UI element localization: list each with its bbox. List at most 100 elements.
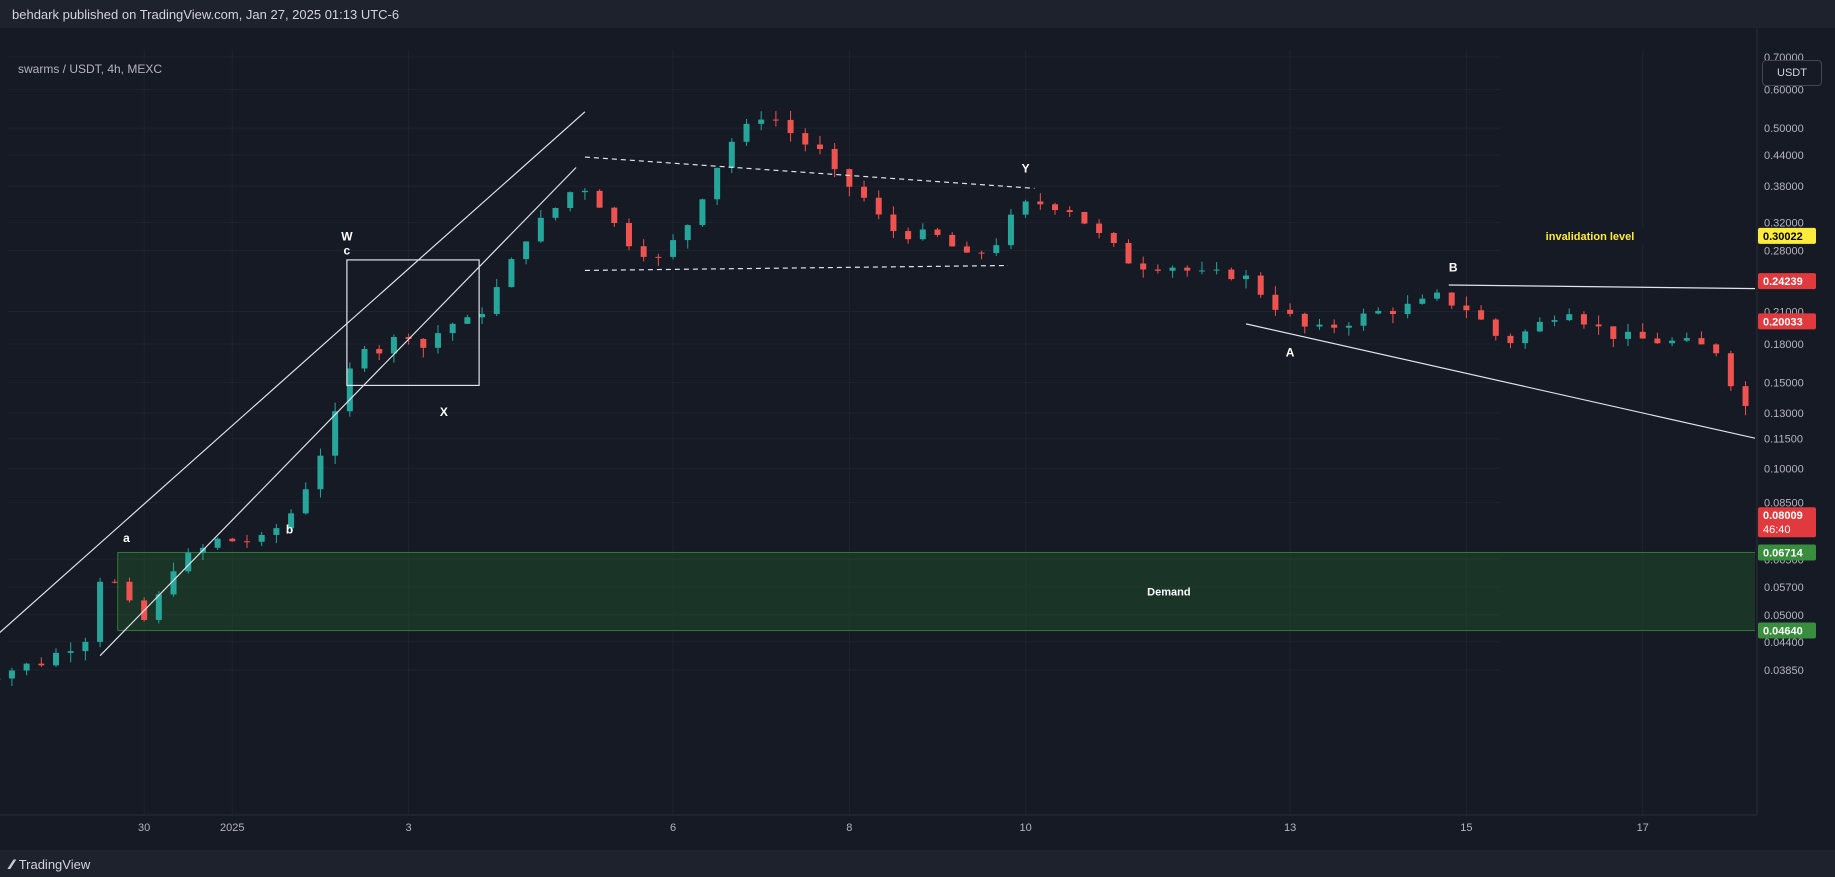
wave-label: a: [123, 531, 130, 545]
candle-up: [1243, 275, 1250, 280]
candle-down: [1052, 204, 1059, 211]
price-tick-label: 0.04400: [1764, 637, 1804, 649]
candle-down: [1301, 313, 1308, 327]
currency-button[interactable]: USDT: [1762, 60, 1822, 86]
candle-down: [1389, 310, 1396, 315]
price-tick-label: 0.11500: [1764, 434, 1803, 446]
candle-up: [1198, 270, 1205, 272]
wave-label: Y: [1022, 162, 1030, 176]
candle-up: [214, 538, 221, 548]
candle-down: [111, 581, 118, 583]
price-tick-label: 0.15000: [1764, 378, 1804, 390]
candle-up: [8, 670, 15, 679]
candle-down: [1331, 324, 1338, 328]
candle-down: [126, 581, 133, 601]
countdown-text: 46:40: [1763, 524, 1791, 536]
candle-down: [861, 186, 868, 198]
candle-down: [1595, 324, 1602, 327]
symbol-info: swarms / USDT, 4h, MEXC: [18, 62, 163, 76]
candle-up: [1551, 320, 1558, 322]
candle-down: [934, 229, 941, 235]
candle-up: [258, 534, 265, 542]
candle-up: [728, 141, 735, 168]
price-label-tag: [1758, 273, 1816, 290]
invalidation-label-bg: [1535, 227, 1645, 244]
candle-up: [1625, 331, 1632, 339]
candle-up: [743, 123, 750, 142]
candle-up: [493, 287, 500, 314]
candle-down: [802, 133, 809, 145]
candle-up: [302, 489, 309, 514]
candle-down: [1037, 201, 1044, 205]
candle-down: [1081, 211, 1088, 224]
grid: [0, 28, 1835, 850]
price-tick-label: 0.05700: [1764, 582, 1804, 594]
candle-down: [1742, 386, 1749, 407]
candle-down: [875, 197, 882, 215]
candle-up: [449, 323, 456, 334]
candle-down: [229, 538, 236, 542]
candle-down: [38, 663, 45, 666]
time-tick-label: 30: [138, 822, 150, 834]
candle-up: [1360, 313, 1367, 326]
zones: Main SupplyDemandinvalidation level: [117, 227, 1835, 632]
candle-up: [1022, 201, 1029, 215]
dashed-trend-line: [584, 156, 1035, 189]
candle-up: [714, 167, 721, 200]
candle-down: [1492, 319, 1499, 336]
candle-up: [23, 663, 30, 671]
candle-up: [1007, 214, 1014, 246]
price-label-tag: [1758, 313, 1816, 330]
tradingview-logo[interactable]: ⁄⁄ TradingView: [10, 856, 90, 872]
demand-zone-label: Demand: [1147, 587, 1190, 599]
candle-up: [1169, 267, 1176, 271]
wave-label: b: [286, 522, 293, 536]
candle-down: [1257, 275, 1264, 295]
candle-up: [67, 651, 74, 653]
candle-up: [537, 217, 544, 242]
price-tick-label: 0.44000: [1764, 150, 1804, 162]
candle-down: [772, 119, 779, 121]
footer-bar: ⁄⁄ TradingView: [0, 850, 1835, 877]
candle-down: [905, 231, 912, 240]
candle-down: [1184, 267, 1191, 271]
candle-up: [346, 368, 353, 412]
candle-up: [581, 190, 588, 193]
wave-label: X: [440, 405, 448, 419]
candle-down: [1463, 305, 1470, 311]
candle-up: [185, 552, 192, 572]
candle-up: [155, 594, 162, 620]
candle-up: [567, 192, 574, 208]
price-tick-label: 0.50000: [1764, 123, 1804, 135]
candle-down: [376, 348, 383, 354]
candle-down: [1713, 344, 1720, 354]
price-label-text: 0.24239: [1763, 276, 1803, 288]
price-tick-label: 0.28000: [1764, 246, 1804, 258]
candle-down: [846, 169, 853, 187]
candle-up: [53, 652, 59, 666]
chart-frame[interactable]: Main SupplyDemandinvalidation level abWc…: [0, 28, 1835, 850]
candle-up: [1669, 340, 1676, 344]
candle-up: [993, 245, 1000, 253]
candle-down: [1610, 326, 1617, 339]
price-label-tag: [1758, 622, 1816, 639]
candle-up: [82, 641, 89, 652]
candle-up: [1566, 314, 1573, 321]
candle-down: [1448, 292, 1455, 306]
candle-up: [699, 199, 706, 226]
candle-up: [479, 313, 486, 318]
candle-down: [1096, 223, 1103, 234]
candle-up: [552, 207, 559, 218]
price-chart[interactable]: Main SupplyDemandinvalidation level abWc…: [0, 28, 1835, 850]
trend-line: [99, 167, 577, 657]
price-axis: 0.700000.600000.500000.440000.380000.320…: [1755, 28, 1835, 850]
price-tick-label: 0.38000: [1764, 181, 1804, 193]
time-tick-label: 6: [670, 822, 676, 834]
candle-down: [978, 252, 985, 254]
candle-down: [816, 144, 823, 149]
candle-up: [1375, 310, 1382, 314]
price-label-text: 0.06714: [1763, 547, 1804, 559]
candle-up: [523, 241, 530, 260]
candle-down: [1066, 210, 1073, 212]
candle-down: [596, 190, 603, 208]
